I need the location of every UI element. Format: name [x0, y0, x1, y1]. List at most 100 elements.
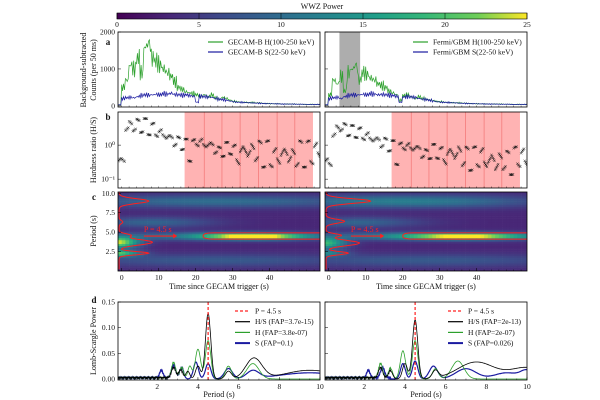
wwz-cell	[365, 249, 370, 252]
wwz-cell	[384, 269, 389, 271]
wwz-cell	[180, 236, 185, 239]
wwz-cell	[402, 226, 407, 229]
wwz-cell	[310, 222, 315, 225]
wwz-cell	[210, 251, 215, 254]
hardness-point	[510, 173, 514, 177]
wwz-cell	[350, 216, 355, 219]
wwz-cell	[228, 226, 233, 229]
wwz-cell	[121, 204, 126, 208]
wwz-cell	[173, 216, 178, 219]
wwz-cell	[295, 241, 300, 245]
wwz-cell	[480, 269, 485, 271]
wwz-cell	[328, 251, 333, 254]
wwz-cell	[369, 247, 374, 250]
wwz-cell	[140, 251, 145, 254]
wwz-cell	[376, 230, 381, 233]
wwz-cell	[291, 269, 296, 271]
wwz-cell	[206, 236, 211, 239]
wwz-cell	[443, 195, 448, 198]
wwz-cell	[391, 251, 396, 254]
hardness-point	[346, 134, 350, 138]
hardness-point	[297, 161, 300, 165]
wwz-cell	[158, 193, 163, 196]
wwz-cell	[487, 259, 492, 262]
wwz-cell	[406, 216, 411, 219]
wwz-cell	[295, 210, 300, 214]
wwz-cell	[450, 218, 455, 221]
wwz-cell	[469, 192, 474, 194]
wwz-cell	[203, 257, 208, 260]
wwz-cell	[358, 261, 363, 264]
wwz-cell	[365, 214, 370, 217]
hardness-point	[300, 141, 304, 145]
wwz-cell	[350, 206, 355, 210]
wwz-cell	[498, 261, 503, 264]
wwz-cell	[265, 222, 270, 225]
wwz-cell	[306, 201, 311, 204]
wwz-cell	[443, 234, 448, 237]
wwz-cell	[136, 267, 141, 270]
wwz-cell	[317, 263, 320, 266]
wwz-cell	[188, 218, 193, 221]
wwz-cell	[180, 208, 185, 212]
wwz-cell	[417, 220, 422, 223]
wwz-cell	[491, 203, 496, 206]
wwz-cell	[384, 239, 389, 243]
wwz-cell	[262, 267, 267, 270]
wwz-cell	[343, 265, 348, 268]
wwz-cell	[354, 255, 359, 258]
wwz-cell	[469, 236, 474, 239]
wwz-cell	[295, 259, 300, 262]
wwz-cell	[391, 197, 396, 200]
wwz-cell	[147, 249, 152, 252]
wwz-cell	[129, 247, 134, 250]
wwz-cell	[387, 267, 392, 270]
wwz-cell	[465, 245, 470, 248]
wwz-cell	[310, 201, 315, 204]
hardness-point	[156, 135, 160, 139]
wwz-cell	[291, 208, 296, 212]
wwz-cell	[273, 214, 278, 217]
wwz-cell	[154, 203, 159, 206]
wwz-cell	[384, 243, 389, 247]
wwz-cell	[143, 218, 148, 221]
wwz-cell	[125, 201, 130, 204]
wwz-cell	[373, 201, 378, 204]
wwz-cell	[147, 210, 152, 214]
wwz-cell	[480, 230, 485, 233]
wwz-cell	[225, 193, 230, 196]
wwz-cell	[243, 241, 248, 245]
wwz-cell	[310, 218, 315, 221]
wwz-cell	[380, 255, 385, 258]
wwz-cell	[243, 239, 248, 243]
wwz-cell	[480, 210, 485, 214]
wwz-cell	[269, 255, 274, 258]
wwz-cell	[188, 206, 193, 210]
wwz-cell	[365, 218, 370, 221]
wwz-cell	[465, 243, 470, 247]
wwz-cell	[291, 197, 296, 200]
wwz-cell	[428, 224, 433, 227]
wwz-cell	[310, 195, 315, 198]
wwz-cell	[214, 243, 219, 247]
wwz-cell	[458, 220, 463, 223]
wwz-cell	[461, 195, 466, 198]
wwz-cell	[469, 208, 474, 212]
wwz-cell	[295, 203, 300, 206]
wwz-cell	[277, 267, 282, 270]
wwz-cell	[384, 236, 389, 239]
wwz-cell	[328, 222, 333, 225]
wwz-cell	[306, 204, 311, 208]
wwz-cell	[487, 195, 492, 198]
wwz-cell	[162, 263, 167, 266]
wwz-cell	[206, 265, 211, 268]
wwz-cell	[373, 203, 378, 206]
wwz-cell	[369, 204, 374, 208]
wwz-cell	[184, 230, 189, 233]
wwz-cell	[206, 269, 211, 271]
wwz-cell	[203, 222, 208, 225]
wwz-cell	[410, 261, 415, 264]
wwz-cell	[354, 251, 359, 254]
wwz-cell	[358, 206, 363, 210]
wwz-cell	[288, 257, 293, 260]
